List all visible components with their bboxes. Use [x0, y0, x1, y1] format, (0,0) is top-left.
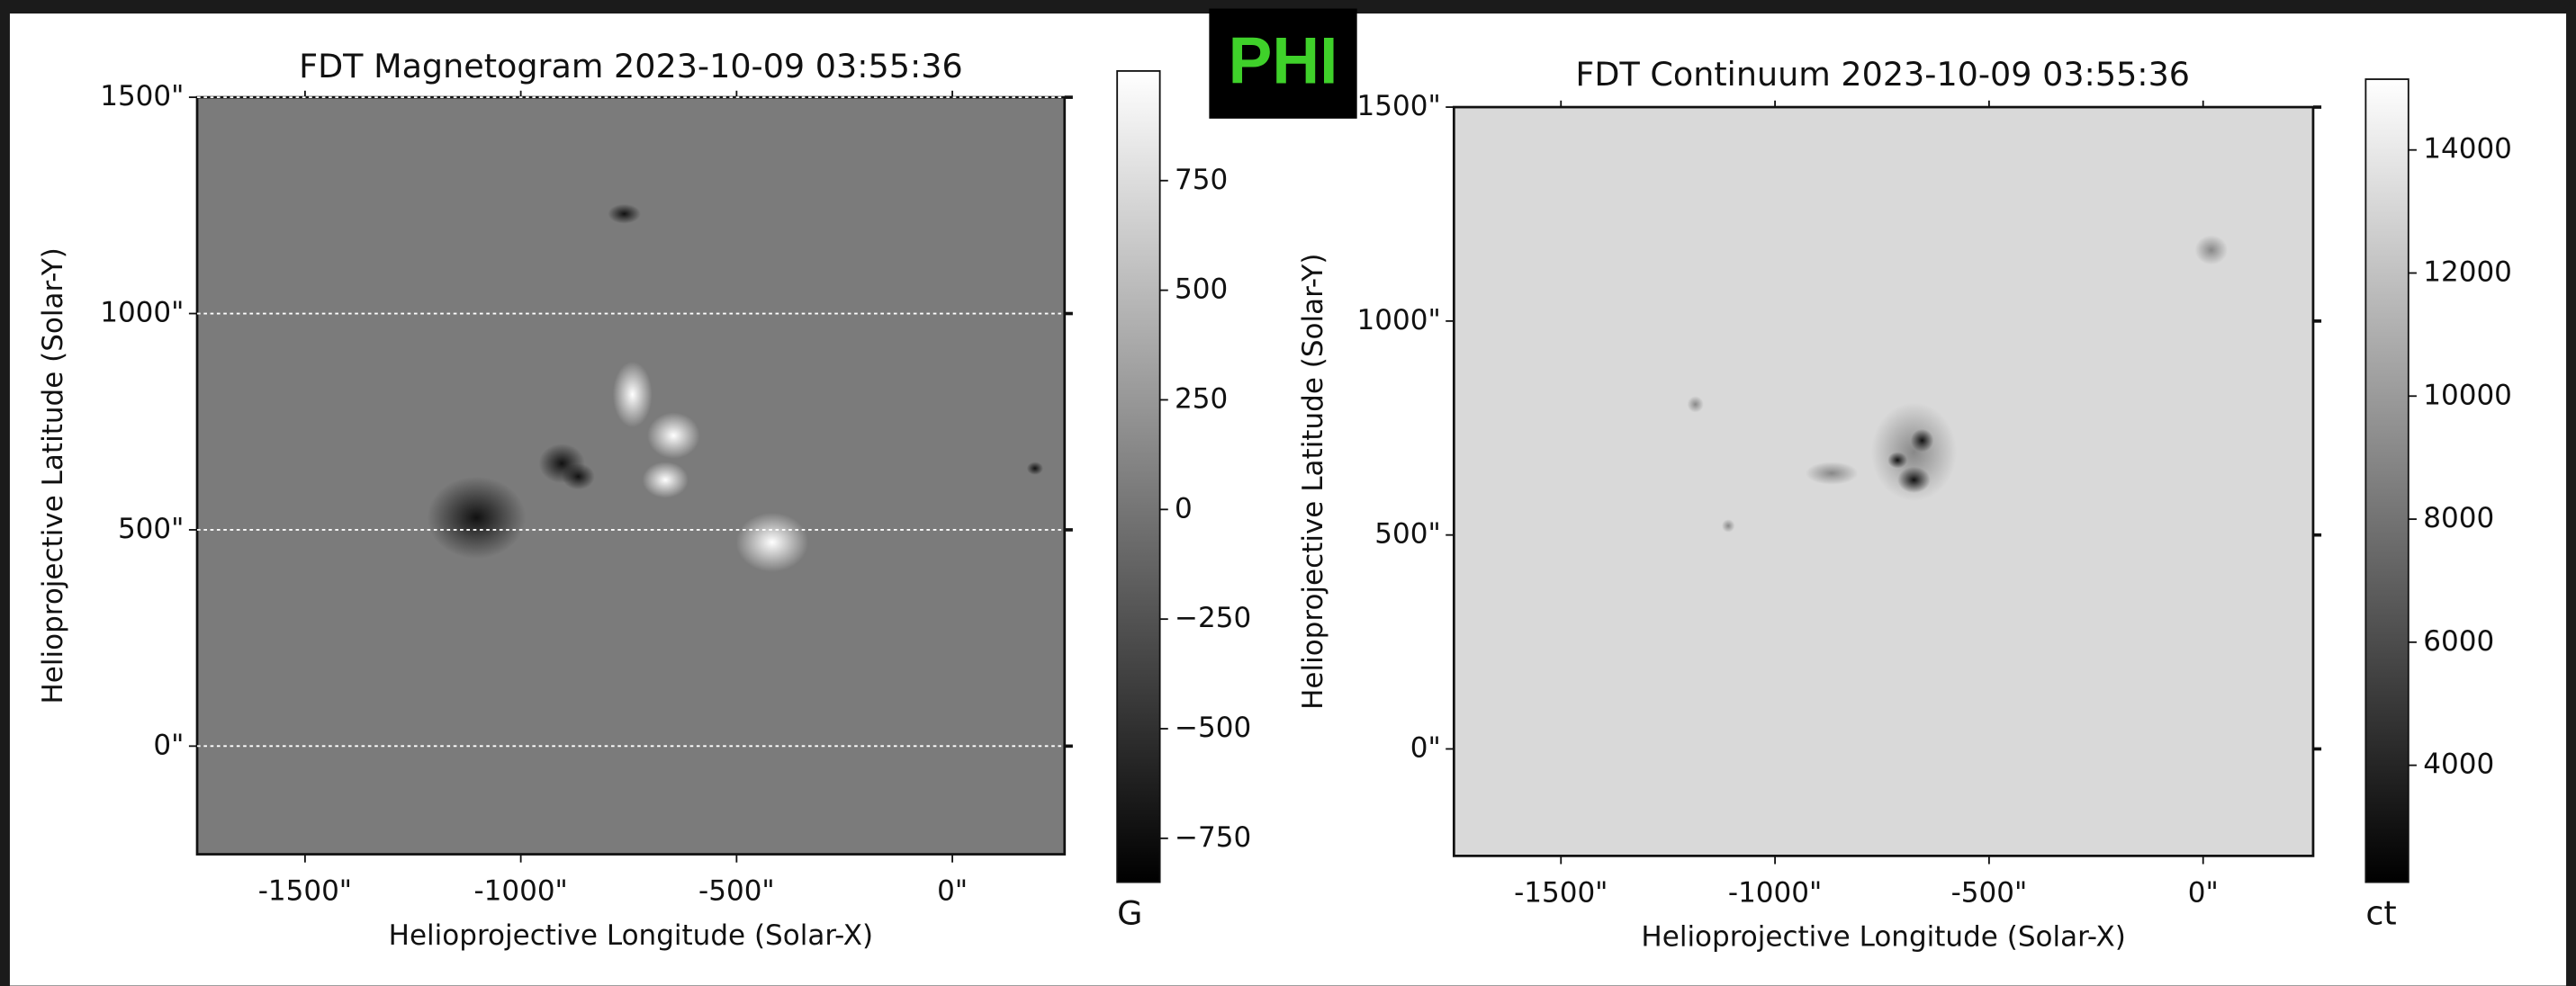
x-tick-label: -1000" [473, 875, 567, 908]
feature [1805, 462, 1859, 485]
colorbar-tick-label: 0 [1175, 492, 1193, 524]
x-axis-label: Helioprojective Longitude (Solar-X) [1641, 921, 2125, 954]
colorbar-label: G [1117, 894, 1142, 933]
y-tick-label: 1500" [100, 80, 184, 112]
feature [612, 361, 653, 427]
feature [1870, 402, 1957, 502]
y-tick-label: 0" [153, 729, 184, 761]
y-tick-label: 500" [118, 513, 184, 545]
feature [647, 412, 700, 459]
badge: PHI [1229, 25, 1338, 98]
x-tick-label: -500" [1951, 876, 2028, 909]
feature [608, 203, 641, 224]
feature [1897, 466, 1931, 493]
colorbar-tick-label: 750 [1175, 164, 1228, 196]
y-tick-label: 1000" [1357, 304, 1441, 336]
colorbar-tick-label: 6000 [2423, 625, 2494, 658]
colorbar-tick-label: 4000 [2423, 748, 2494, 781]
colorbar-tick-label: 10000 [2423, 379, 2512, 411]
colorbar-tick-label: −750 [1175, 821, 1251, 854]
feature [735, 512, 809, 572]
colorbar [2364, 78, 2409, 883]
feature [2194, 235, 2229, 265]
x-tick-label: 0" [2188, 876, 2219, 909]
feature [1687, 396, 1704, 413]
colorbar-tick-label: −500 [1175, 712, 1251, 744]
colorbar [1116, 69, 1161, 883]
x-tick-label: -1500" [258, 875, 352, 908]
x-axis-label: Helioprojective Longitude (Solar-X) [389, 919, 873, 952]
colorbar-tick-label: 12000 [2423, 255, 2512, 288]
chart-title: FDT Continuum 2023-10-09 03:55:36 [1575, 55, 2190, 94]
colorbar-label: ct [2365, 894, 2396, 933]
y-tick-label: 1000" [100, 297, 184, 329]
colorbar-tick-label: 250 [1175, 382, 1228, 415]
feature [562, 463, 595, 490]
y-axis-label: Helioprojective Latitude (Solar-Y) [37, 247, 69, 704]
feature [427, 476, 527, 560]
y-tick-label: 500" [1374, 518, 1440, 551]
feature [1910, 428, 1934, 453]
feature [1026, 462, 1044, 475]
badge-box [1209, 8, 1357, 119]
feature [1887, 452, 1908, 469]
x-tick-label: -500" [698, 875, 775, 908]
x-tick-label: -1500" [1514, 876, 1608, 909]
axes-frame [1452, 105, 2315, 857]
image [197, 97, 1065, 855]
feature [642, 462, 689, 498]
y-axis-label: Helioprojective Latitude (Solar-Y) [1297, 254, 1329, 710]
chart-title: FDT Magnetogram 2023-10-09 03:55:36 [299, 47, 963, 85]
x-tick-label: -1000" [1728, 876, 1822, 909]
x-tick-label: 0" [937, 875, 968, 908]
y-tick-label: 1500" [1357, 90, 1441, 122]
colorbar-tick-label: 500 [1175, 273, 1228, 306]
feature [1721, 519, 1735, 533]
colorbar-tick-label: −250 [1175, 602, 1251, 634]
colorbar-tick-label: 14000 [2423, 133, 2512, 166]
colorbar-tick-label: 8000 [2423, 502, 2494, 534]
y-tick-label: 0" [1410, 731, 1441, 764]
